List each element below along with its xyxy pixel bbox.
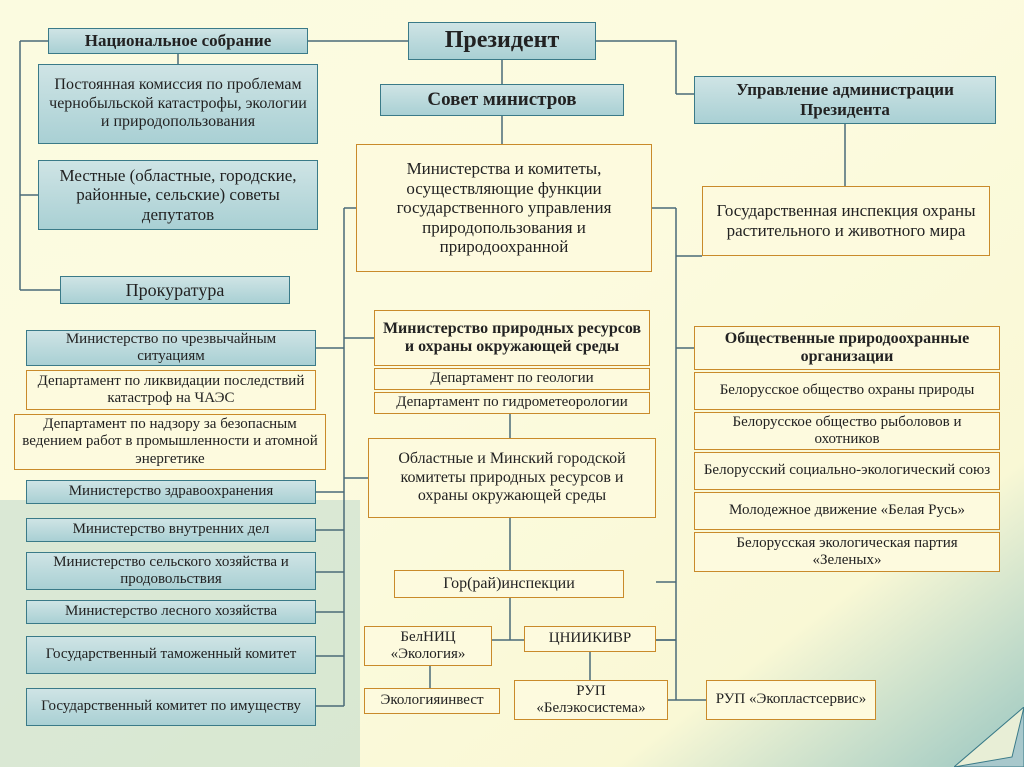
- node-customs: Государственный таможенный комитет: [26, 636, 316, 674]
- node-min_health: Министерство здравоохранения: [26, 480, 316, 504]
- node-ekoplast: РУП «Экопластсервис»: [706, 680, 876, 720]
- node-commission: Постоянная комиссия по проблемам чернобы…: [38, 64, 318, 144]
- node-emerg_min: Министерство по чрезвычайным ситуациям: [26, 330, 316, 366]
- node-min_forest: Министерство лесного хозяйства: [26, 600, 316, 624]
- node-state_insp: Государственная инспекция охраны растите…: [702, 186, 990, 256]
- node-council_min: Совет министров: [380, 84, 624, 116]
- node-ngo4: Молодежное движение «Белая Русь»: [694, 492, 1000, 530]
- node-dept_chaes: Департамент по ликвидации последствий ка…: [26, 370, 316, 410]
- node-ngo3: Белорусский социально-экологический союз: [694, 452, 1000, 490]
- node-ministries_func: Министерства и комитеты, осуществляющие …: [356, 144, 652, 272]
- node-president: Президент: [408, 22, 596, 60]
- node-nat_assembly: Национальное собрание: [48, 28, 308, 54]
- node-ngo5: Белорусская экологическая партия «Зелены…: [694, 532, 1000, 572]
- node-prosecutor: Прокуратура: [60, 276, 290, 304]
- node-dept_hydro: Департамент по гидрометеорологии: [374, 392, 650, 414]
- node-cniikivr: ЦНИИКИВР: [524, 626, 656, 652]
- node-obl_committees: Областные и Минский городской комитеты п…: [368, 438, 656, 518]
- node-ngo_header: Общественные природоохранные организации: [694, 326, 1000, 370]
- node-belnic: БелНИЦ «Экология»: [364, 626, 492, 666]
- node-ngo1: Белорусское общество охраны природы: [694, 372, 1000, 410]
- node-admin_pres: Управление администрации Президента: [694, 76, 996, 124]
- node-belekosys: РУП «Белэкосистема»: [514, 680, 668, 720]
- node-ecoinvest: Экологияинвест: [364, 688, 500, 714]
- node-min_interior: Министерство внутренних дел: [26, 518, 316, 542]
- page-corner-fold: [954, 707, 1024, 767]
- node-min_agri: Министерство сельского хозяйства и продо…: [26, 552, 316, 590]
- node-min_nature: Министерство природных ресурсов и охраны…: [374, 310, 650, 366]
- node-gorrai: Гор(рай)инспекции: [394, 570, 624, 598]
- node-ngo2: Белорусское общество рыболовов и охотник…: [694, 412, 1000, 450]
- node-dept_nuclear: Департамент по надзору за безопасным вед…: [14, 414, 326, 470]
- node-property: Государственный комитет по имуществу: [26, 688, 316, 726]
- node-local_councils: Местные (областные, городские, районные,…: [38, 160, 318, 230]
- node-dept_geo: Департамент по геологии: [374, 368, 650, 390]
